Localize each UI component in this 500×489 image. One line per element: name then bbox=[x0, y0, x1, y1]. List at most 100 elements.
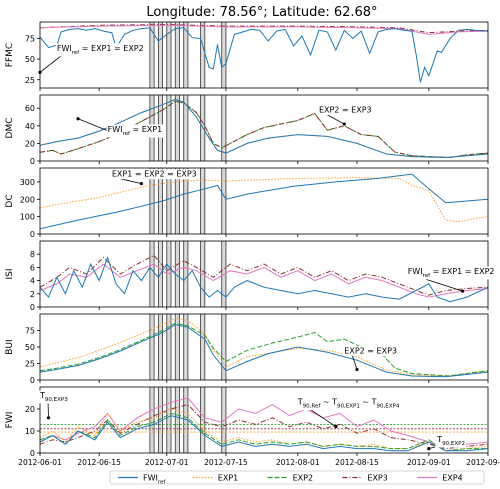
legend-label-exp3: EXP3 bbox=[367, 474, 387, 483]
fire-event-band bbox=[183, 95, 188, 161]
x-tick-label: 2012-07-01 bbox=[145, 458, 189, 467]
x-tick-label: 2012-08-01 bbox=[276, 458, 320, 467]
y-tick-label: 40 bbox=[25, 122, 35, 131]
y-tick-label: 100 bbox=[20, 213, 35, 222]
annotation-background bbox=[110, 169, 198, 180]
fire-event-band bbox=[166, 314, 172, 380]
y-axis-label: FWI bbox=[5, 412, 15, 429]
fire-event-band bbox=[166, 95, 172, 161]
series-line-fwi bbox=[40, 255, 488, 303]
fire-event-band bbox=[166, 241, 172, 307]
annotation-arrow bbox=[351, 355, 358, 370]
y-axis-label: ISI bbox=[5, 268, 15, 279]
series-line-exp3 bbox=[40, 23, 488, 34]
series-line-fwi bbox=[40, 324, 488, 378]
annotation-background bbox=[406, 266, 496, 280]
y-tick-label: 10 bbox=[25, 427, 35, 436]
fire-event-band bbox=[221, 22, 226, 88]
fire-event-band bbox=[149, 314, 155, 380]
fire-event-band bbox=[183, 168, 188, 234]
annotation-arrow-head bbox=[139, 182, 144, 186]
panel-fwi: 0 10 20 FWI T90,EXP3 T90,Ref ~ T90,EXP1 ~ T90… bbox=[5, 386, 500, 467]
axes-frame bbox=[39, 94, 489, 162]
fire-event-band bbox=[166, 168, 172, 234]
annotation-background bbox=[317, 105, 373, 116]
annotation-label: FWIref = EXP1 bbox=[108, 125, 163, 137]
legend-label-exp4: EXP4 bbox=[442, 474, 462, 483]
annotation-arrow-head bbox=[342, 122, 346, 126]
series-line-exp3 bbox=[40, 404, 488, 450]
x-tick-label: 2012-09-01 bbox=[407, 458, 451, 467]
panel-dc: 0 100 200 300 DC EXP1 = EXP2 = EXP3 bbox=[5, 167, 489, 239]
y-tick-label: 20 bbox=[25, 139, 35, 148]
fire-event-band bbox=[175, 95, 180, 161]
y-tick-label: 20 bbox=[25, 405, 35, 414]
series-line-exp3 bbox=[40, 254, 488, 296]
y-axis-label: BUI bbox=[5, 339, 15, 354]
panel-ffmc: 25 50 75 FFMC FWIref = EXP1 = EXP2 bbox=[5, 21, 489, 91]
x-tick-label: 2012-07-15 bbox=[204, 458, 248, 467]
fire-event-band bbox=[200, 387, 205, 453]
y-axis-label: DMC bbox=[5, 118, 15, 139]
axes-frame bbox=[39, 386, 489, 454]
annotation-arrow bbox=[119, 178, 142, 185]
y-tick-label: 6 bbox=[30, 263, 35, 272]
y-tick-label: 60 bbox=[25, 104, 35, 113]
series-line-exp1 bbox=[40, 408, 488, 452]
series-line-exp4 bbox=[40, 397, 488, 447]
annotation-label: T90,Ref ~ T90,EXP1 ~ T90,EXP4 bbox=[297, 398, 400, 410]
fire-event-band bbox=[221, 314, 226, 380]
panel-bui: 0 25 50 75 BUI EXP2 = EXP3 bbox=[5, 313, 489, 385]
fire-event-band bbox=[175, 314, 180, 380]
y-tick-label: 200 bbox=[20, 195, 35, 204]
series-line-fwi bbox=[40, 173, 488, 230]
fire-event-band bbox=[149, 241, 155, 307]
annotation-label: T90,EXP2 bbox=[436, 435, 465, 447]
y-tick-label: 50 bbox=[25, 55, 35, 64]
fire-event-band bbox=[183, 387, 188, 453]
axes-frame bbox=[39, 167, 489, 235]
y-tick-label: 2 bbox=[30, 290, 35, 299]
fire-event-band bbox=[158, 168, 163, 234]
fire-event-band bbox=[183, 314, 188, 380]
legend-box bbox=[109, 470, 485, 485]
y-tick-label: 4 bbox=[30, 277, 35, 286]
series-line-exp1 bbox=[40, 177, 488, 223]
panel-isi: 0 2 4 6 8 ISI FWIref = EXP1 = EXP2 bbox=[5, 240, 496, 312]
y-tick-label: 0 bbox=[30, 303, 35, 312]
x-tick-label: 2012-09-15 bbox=[466, 458, 500, 467]
panel-dmc: 0 20 40 60 DMC FWIref = EXP1 EXP2 = EXP3 bbox=[5, 94, 489, 166]
annotation-background bbox=[295, 397, 401, 411]
annotation-arrow-head bbox=[355, 367, 359, 372]
annotation-arrow-head bbox=[38, 70, 42, 74]
y-tick-label: 25 bbox=[25, 360, 35, 369]
fire-event-band bbox=[149, 387, 155, 453]
fire-event-band bbox=[183, 241, 188, 307]
y-tick-label: 0 bbox=[30, 230, 35, 239]
fire-event-band bbox=[200, 22, 205, 88]
fire-event-band bbox=[183, 22, 188, 88]
legend-label-exp2: EXP2 bbox=[293, 474, 313, 483]
legend-label-fwi: FWIref bbox=[143, 474, 166, 486]
fire-event-band bbox=[166, 387, 172, 453]
fire-event-band bbox=[149, 22, 155, 88]
legend-label-exp1: EXP1 bbox=[218, 474, 238, 483]
y-axis-label: DC bbox=[5, 194, 15, 207]
annotation-label: FWIref = EXP1 = EXP2 bbox=[408, 267, 495, 279]
fire-event-band bbox=[175, 168, 180, 234]
y-tick-label: 300 bbox=[20, 178, 35, 187]
annotation-background bbox=[435, 434, 466, 448]
annotation-label: EXP2 = EXP3 bbox=[344, 347, 397, 356]
annotation-label: EXP2 = EXP3 bbox=[319, 106, 372, 115]
series-line-exp2 bbox=[40, 322, 488, 377]
annotation-arrow bbox=[326, 114, 345, 125]
annotation-arrow-head bbox=[334, 425, 338, 429]
x-tick-label: 2012-06-15 bbox=[77, 458, 121, 467]
fire-event-band bbox=[200, 314, 205, 380]
x-tick-label: 2012-08-15 bbox=[335, 458, 379, 467]
series-line-exp1 bbox=[40, 317, 488, 377]
annotation-background bbox=[106, 124, 164, 138]
annotation-arrow-head bbox=[76, 117, 80, 121]
